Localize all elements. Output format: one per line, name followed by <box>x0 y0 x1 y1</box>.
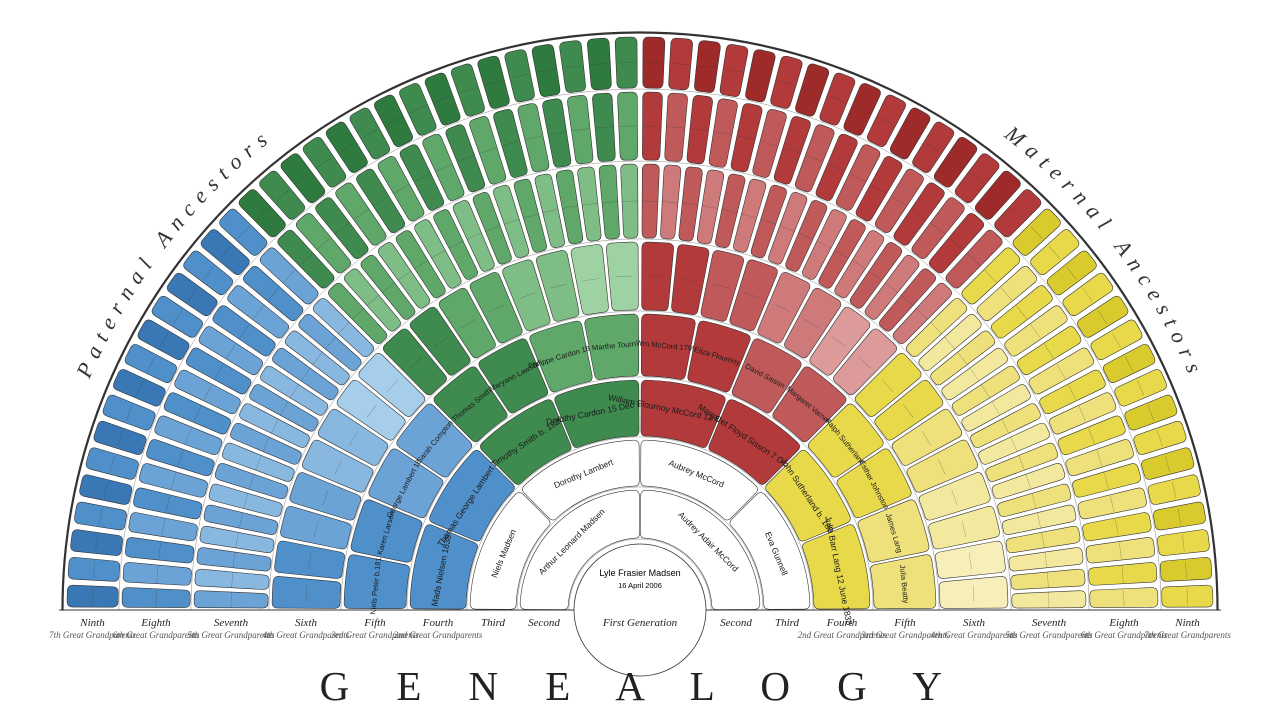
gen-label-7-left: Seventh <box>214 617 249 629</box>
gen7-cell-1-label: ——— <box>229 571 236 588</box>
gen-label-2-right: Second <box>720 617 752 629</box>
gen-label-3-right: Third <box>775 617 800 629</box>
gen9-cell-1-label: ——— <box>91 561 98 578</box>
gen-sublabel-7-left: 5th Great Grandparents <box>188 630 275 640</box>
gen8-cell-31-label: ——— <box>620 123 637 129</box>
gen9-cell-30-label: ——— <box>591 61 608 68</box>
gen-label-8-right: Eighth <box>1108 617 1139 629</box>
root-person-cell: Lyle Frasier Madsen 16 April 2006 <box>574 544 706 676</box>
chart-title: G E N E A L O G Y <box>320 663 961 709</box>
gen-label-5-left: Fifth <box>363 617 386 629</box>
gen8-cell-32-label: ——— <box>644 123 661 129</box>
gen9-cell-31-label: ——— <box>618 60 635 66</box>
gen-label-3-left: Third <box>481 617 506 629</box>
gen7-cell-30-label: ——— <box>601 199 618 206</box>
gen8-cell-33-label: ——— <box>667 124 684 131</box>
genealogy-fan-chart: Arthur Leonard MadsenAudrey Adair McCord… <box>0 0 1280 720</box>
gen7-cell-62-label: ——— <box>1044 571 1051 588</box>
gen8-cell-62-label: ——— <box>1119 566 1126 583</box>
gen6-cell-31-label: ——— <box>970 585 977 602</box>
gen7-cell-31-label: ——— <box>622 198 639 204</box>
gen-label-5-right: Fifth <box>893 617 916 629</box>
gen-label-4-left: Fourth <box>422 617 454 629</box>
gen-sublabel-9-left: 7th Great Grandparents <box>49 630 136 640</box>
gen8-cell-0-label: ——— <box>153 589 159 606</box>
gen-label-7-right: Seventh <box>1032 617 1067 629</box>
gen8-cell-30-label: ——— <box>596 124 613 131</box>
gen8-cell-1-label: ——— <box>154 565 161 582</box>
root-person-date: 16 April 2006 <box>618 581 662 590</box>
gen-sublabel-9-right: 7th Great Grandparents <box>1144 630 1231 640</box>
gen7-cell-63-label: ——— <box>1045 592 1051 609</box>
root-person-name: Lyle Frasier Madsen <box>599 568 680 578</box>
gen9-cell-63-label: ——— <box>1184 588 1190 605</box>
gen-label-6-right: Sixth <box>963 617 985 629</box>
gen6-cell-16-label: ——— <box>648 273 665 280</box>
gen-label-1: First Generation <box>602 617 678 629</box>
gen9-cell-33-label: ——— <box>672 61 689 68</box>
gen9-cell-62-label: ——— <box>1182 561 1189 578</box>
center-circle <box>574 544 706 676</box>
gen6-cell-0-label: ——— <box>303 585 310 602</box>
gen7-cell-0-label: ——— <box>228 591 234 608</box>
fan-diagram: Arthur Leonard MadsenAudrey Adair McCord… <box>59 32 1221 626</box>
gen7-cell-32-label: ——— <box>642 198 659 204</box>
gen-label-9-left: Ninth <box>79 617 105 629</box>
gen-sublabel-6-left: 4th Great Grandparents <box>263 630 350 640</box>
gen8-cell-63-label: ——— <box>1120 590 1126 607</box>
gen9-cell-32-label: ——— <box>645 60 662 66</box>
gen-label-6-left: Sixth <box>295 617 317 629</box>
gen7-cell-33-label: ——— <box>662 199 679 206</box>
gen-label-4-right: Fourth <box>826 617 858 629</box>
gen9-cell-0-label: ——— <box>90 588 96 605</box>
gen6-cell-15-label: ——— <box>615 273 632 280</box>
gen-label-8-left: Eighth <box>140 617 171 629</box>
gen-label-9-right: Ninth <box>1174 617 1200 629</box>
gen-label-2-left: Second <box>528 617 560 629</box>
